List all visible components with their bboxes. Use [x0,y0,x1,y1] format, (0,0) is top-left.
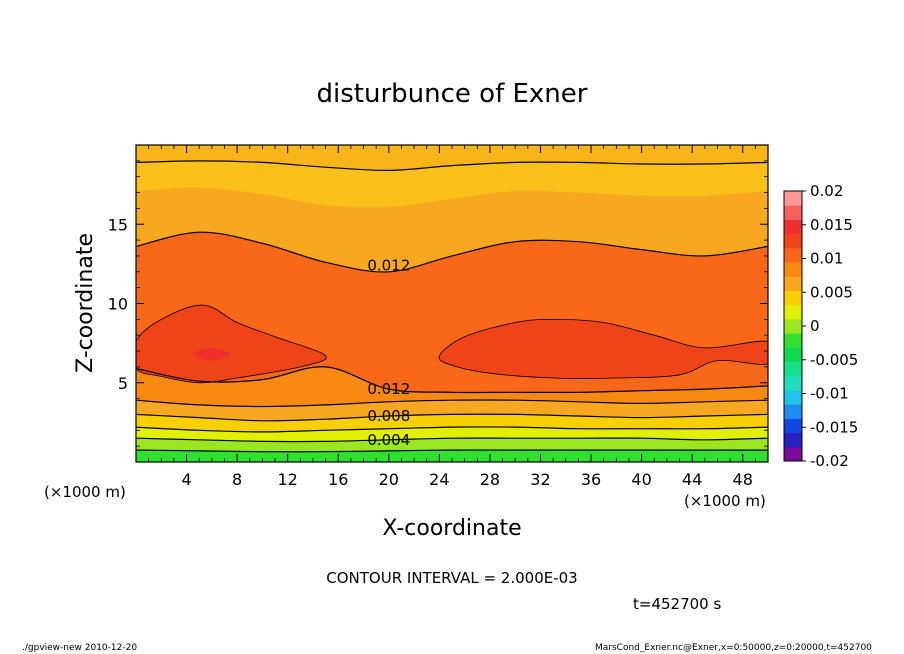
contour-region [192,347,231,361]
contour-line [136,437,768,443]
x-tick-label: 24 [429,470,449,489]
colorbar-tick-label: 0.01 [810,250,843,268]
footer-left: ./gpview-new 2010-12-20 [22,643,137,653]
contour-label: 0.008 [367,407,410,425]
x-axis-label: X-coordinate [382,516,521,541]
colorbar-swatch [784,361,802,377]
colorbar-swatch [784,404,802,419]
contour-band [136,449,768,462]
contour-line [136,366,768,394]
x-tick-label: 28 [480,470,500,489]
contour-interval-text: CONTOUR INTERVAL = 2.000E-03 [326,569,577,587]
y-axis-label: Z-coordinate [73,233,98,373]
colorbar-swatch [784,347,802,363]
time-text: t=452700 s [633,595,721,613]
colorbar [783,190,803,462]
colorbar-tick-label: -0.01 [810,385,849,403]
x-tick-label: 32 [530,470,550,489]
x-tick-label: 12 [278,470,298,489]
x-tick-label: 44 [682,470,702,489]
colorbar-swatch [784,247,802,263]
colorbar-swatch [784,219,802,235]
contour-label: 0.012 [367,380,410,398]
x-tick-label: 8 [232,470,242,489]
contour-line [136,413,768,422]
x-unit-label-right: (×1000 m) [684,492,766,510]
x-tick-label: 36 [581,470,601,489]
x-tick-label: 48 [733,470,753,489]
contour-line [136,160,768,172]
colorbar-tick-label: 0.02 [810,182,843,200]
y-tick-label: 5 [118,374,128,393]
contour-line [136,426,768,433]
colorbar-tick-label: 0 [810,317,820,335]
colorbar-swatch [784,432,802,448]
colorbar-swatch [784,262,802,277]
x-unit-label-left: (×1000 m) [44,483,126,501]
contour-line [136,449,768,453]
colorbar-swatch [784,276,802,291]
y-tick-label: 10 [108,295,128,314]
contour-label: 0.004 [367,431,410,449]
colorbar-swatch [784,333,802,348]
y-axis-ticks: 5 10 15 [108,160,768,447]
colorbar-swatch [784,446,802,462]
x-tick-label: 20 [379,470,399,489]
contour-label: 0.012 [367,256,410,274]
contour-line [136,399,768,408]
colorbar-tick-labels: 0.02 0.015 0.01 0.005 0 -0.005 -0.01 -0.015 -0.0… [802,182,858,470]
y-tick-label: 15 [108,215,128,234]
colorbar-swatch [784,290,802,306]
contour-line [136,231,768,273]
colorbar-tick-label: -0.02 [810,452,849,470]
x-tick-label: 4 [181,470,191,489]
contour-region [438,318,768,379]
contour-region [136,304,327,384]
chart-title: disturbunce of Exner [317,79,588,109]
colorbar-swatch [784,375,802,391]
colorbar-swatch [784,233,802,249]
footer-right: MarsCond_Exner.nc@Exner,x=0:50000,z=0:20… [595,643,872,653]
colorbar-tick-label: 0.005 [810,283,853,301]
x-tick-label: 40 [631,470,651,489]
colorbar-swatch [784,418,802,434]
colorbar-tick-label: -0.005 [810,351,858,369]
colorbar-swatch [784,318,802,334]
x-tick-label: 16 [328,470,348,489]
plot-area: 0.012 0.012 0.008 0.004 [136,145,768,462]
colorbar-swatch [784,205,802,220]
x-axis-ticks: 4 8 12 16 20 24 28 32 36 40 44 48 [148,145,756,489]
colorbar-tick-label: 0.015 [810,216,853,234]
colorbar-swatch [784,304,802,320]
colorbar-swatch [784,389,802,405]
colorbar-swatch [784,191,802,206]
colorbar-tick-label: -0.015 [810,418,858,436]
